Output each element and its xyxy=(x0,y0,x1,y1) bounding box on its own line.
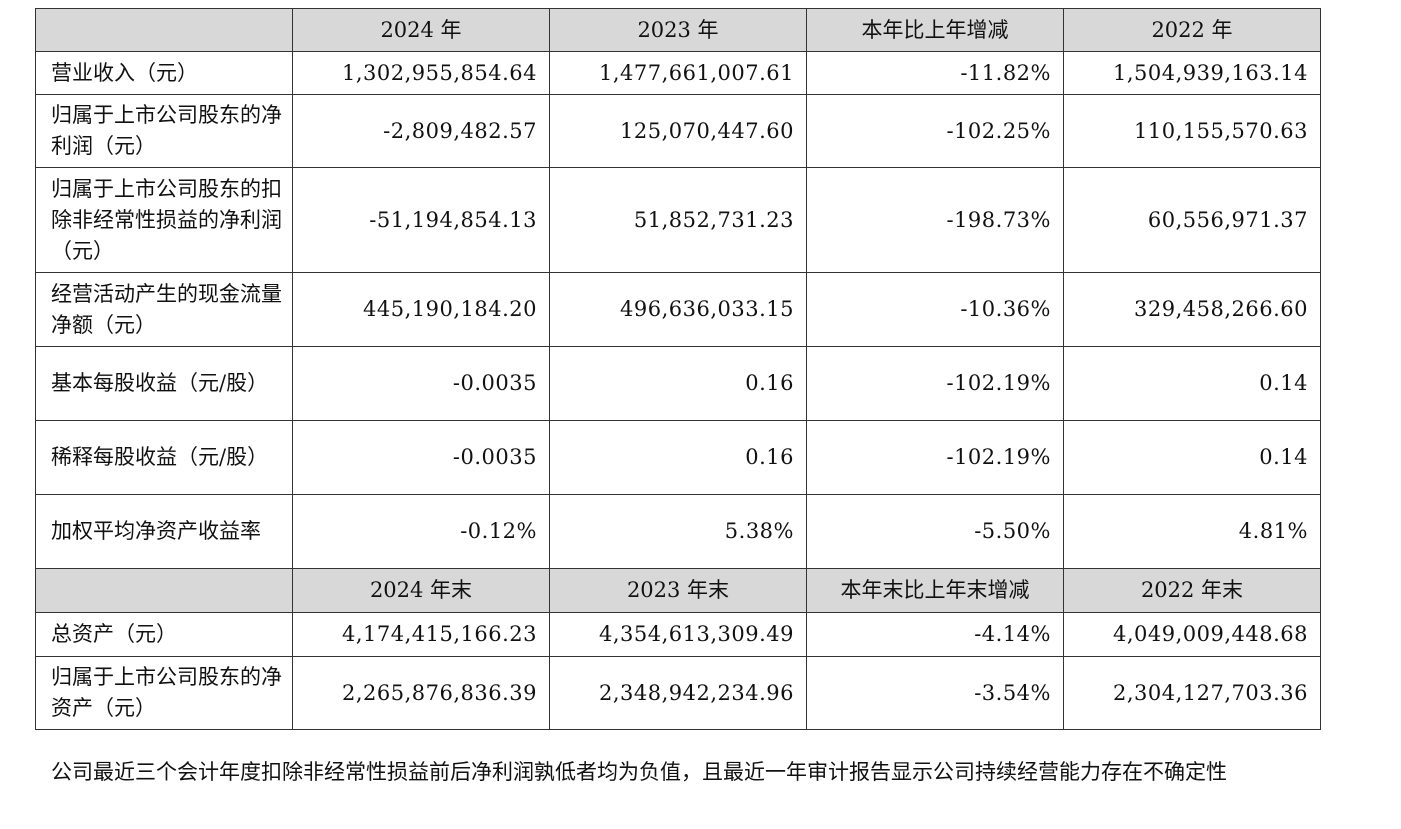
value-change: -102.19% xyxy=(806,346,1064,421)
value-2023: 0.16 xyxy=(549,346,807,421)
value-2022: 110,155,570.63 xyxy=(1063,94,1321,168)
header-cell-empty xyxy=(35,8,293,52)
year-end-header-row: 2024 年末 2023 年末 本年末比上年末增减 2022 年末 xyxy=(35,568,1321,613)
value-2023: 5.38% xyxy=(549,494,807,569)
value-2022: 329,458,266.60 xyxy=(1063,272,1321,347)
going-concern-footnote: 公司最近三个会计年度扣除非经常性损益前后净利润孰低者均为负值，且最近一年审计报告… xyxy=(51,760,1227,784)
value-change: -10.36% xyxy=(806,272,1064,347)
table-row-diluted-eps: 稀释每股收益（元/股） -0.0035 0.16 -102.19% 0.14 xyxy=(35,420,1321,495)
value-2023: 4,354,613,309.49 xyxy=(549,612,807,657)
value-2022: 4.81% xyxy=(1063,494,1321,569)
value-change: -5.50% xyxy=(806,494,1064,569)
value-2023: 51,852,731.23 xyxy=(549,167,807,273)
value-2023: 0.16 xyxy=(549,420,807,495)
row-label: 基本每股收益（元/股） xyxy=(35,346,293,421)
value-2024: -0.0035 xyxy=(292,346,550,421)
value-2024: -51,194,854.13 xyxy=(292,167,550,273)
header-cell-2024: 2024 年 xyxy=(292,8,550,52)
header-cell-change: 本年比上年增减 xyxy=(806,8,1064,52)
value-change: -11.82% xyxy=(806,51,1064,95)
value-change: -4.14% xyxy=(806,612,1064,657)
row-label: 加权平均净资产收益率 xyxy=(35,494,293,569)
value-change: -3.54% xyxy=(806,656,1064,730)
value-2024: -0.0035 xyxy=(292,420,550,495)
row-label: 归属于上市公司股东的净资产（元） xyxy=(35,656,293,730)
table-row-operating-cash-flow: 经营活动产生的现金流量净额（元） 445,190,184.20 496,636,… xyxy=(35,272,1321,347)
table-row-net-profit: 归属于上市公司股东的净利润（元） -2,809,482.57 125,070,4… xyxy=(35,94,1321,168)
value-2022: 2,304,127,703.36 xyxy=(1063,656,1321,730)
value-2022: 1,504,939,163.14 xyxy=(1063,51,1321,95)
header-cell-2024-end: 2024 年末 xyxy=(292,568,550,613)
row-label: 归属于上市公司股东的净利润（元） xyxy=(35,94,293,168)
table-row-total-assets: 总资产（元） 4,174,415,166.23 4,354,613,309.49… xyxy=(35,612,1321,657)
header-cell-2023-end: 2023 年末 xyxy=(549,568,807,613)
value-2022: 0.14 xyxy=(1063,420,1321,495)
header-cell-2022: 2022 年 xyxy=(1063,8,1321,52)
header-cell-end-change: 本年末比上年末增减 xyxy=(806,568,1064,613)
value-2024: 1,302,955,854.64 xyxy=(292,51,550,95)
value-change: -102.25% xyxy=(806,94,1064,168)
value-2024: -0.12% xyxy=(292,494,550,569)
value-2023: 2,348,942,234.96 xyxy=(549,656,807,730)
financial-summary-table: 2024 年 2023 年 本年比上年增减 2022 年 营业收入（元） 1,3… xyxy=(35,8,1321,730)
value-2024: 4,174,415,166.23 xyxy=(292,612,550,657)
table-row-weighted-roe: 加权平均净资产收益率 -0.12% 5.38% -5.50% 4.81% xyxy=(35,494,1321,569)
value-2024: 445,190,184.20 xyxy=(292,272,550,347)
year-header-row: 2024 年 2023 年 本年比上年增减 2022 年 xyxy=(35,8,1321,52)
value-2023: 1,477,661,007.61 xyxy=(549,51,807,95)
table-row-net-assets: 归属于上市公司股东的净资产（元） 2,265,876,836.39 2,348,… xyxy=(35,656,1321,730)
value-2024: 2,265,876,836.39 xyxy=(292,656,550,730)
value-2023: 125,070,447.60 xyxy=(549,94,807,168)
header-cell-2023: 2023 年 xyxy=(549,8,807,52)
header-cell-2022-end: 2022 年末 xyxy=(1063,568,1321,613)
row-label: 总资产（元） xyxy=(35,612,293,657)
value-2022: 0.14 xyxy=(1063,346,1321,421)
row-label: 经营活动产生的现金流量净额（元） xyxy=(35,272,293,347)
value-2022: 60,556,971.37 xyxy=(1063,167,1321,273)
value-2022: 4,049,009,448.68 xyxy=(1063,612,1321,657)
value-change: -198.73% xyxy=(806,167,1064,273)
table-row-basic-eps: 基本每股收益（元/股） -0.0035 0.16 -102.19% 0.14 xyxy=(35,346,1321,421)
value-change: -102.19% xyxy=(806,420,1064,495)
row-label: 营业收入（元） xyxy=(35,51,293,95)
row-label: 稀释每股收益（元/股） xyxy=(35,420,293,495)
table-row-revenue: 营业收入（元） 1,302,955,854.64 1,477,661,007.6… xyxy=(35,51,1321,95)
value-2023: 496,636,033.15 xyxy=(549,272,807,347)
table-row-deducted-net-profit: 归属于上市公司股东的扣除非经常性损益的净利润（元） -51,194,854.13… xyxy=(35,167,1321,273)
value-2024: -2,809,482.57 xyxy=(292,94,550,168)
row-label: 归属于上市公司股东的扣除非经常性损益的净利润（元） xyxy=(35,167,293,273)
header-cell-empty xyxy=(35,568,293,613)
